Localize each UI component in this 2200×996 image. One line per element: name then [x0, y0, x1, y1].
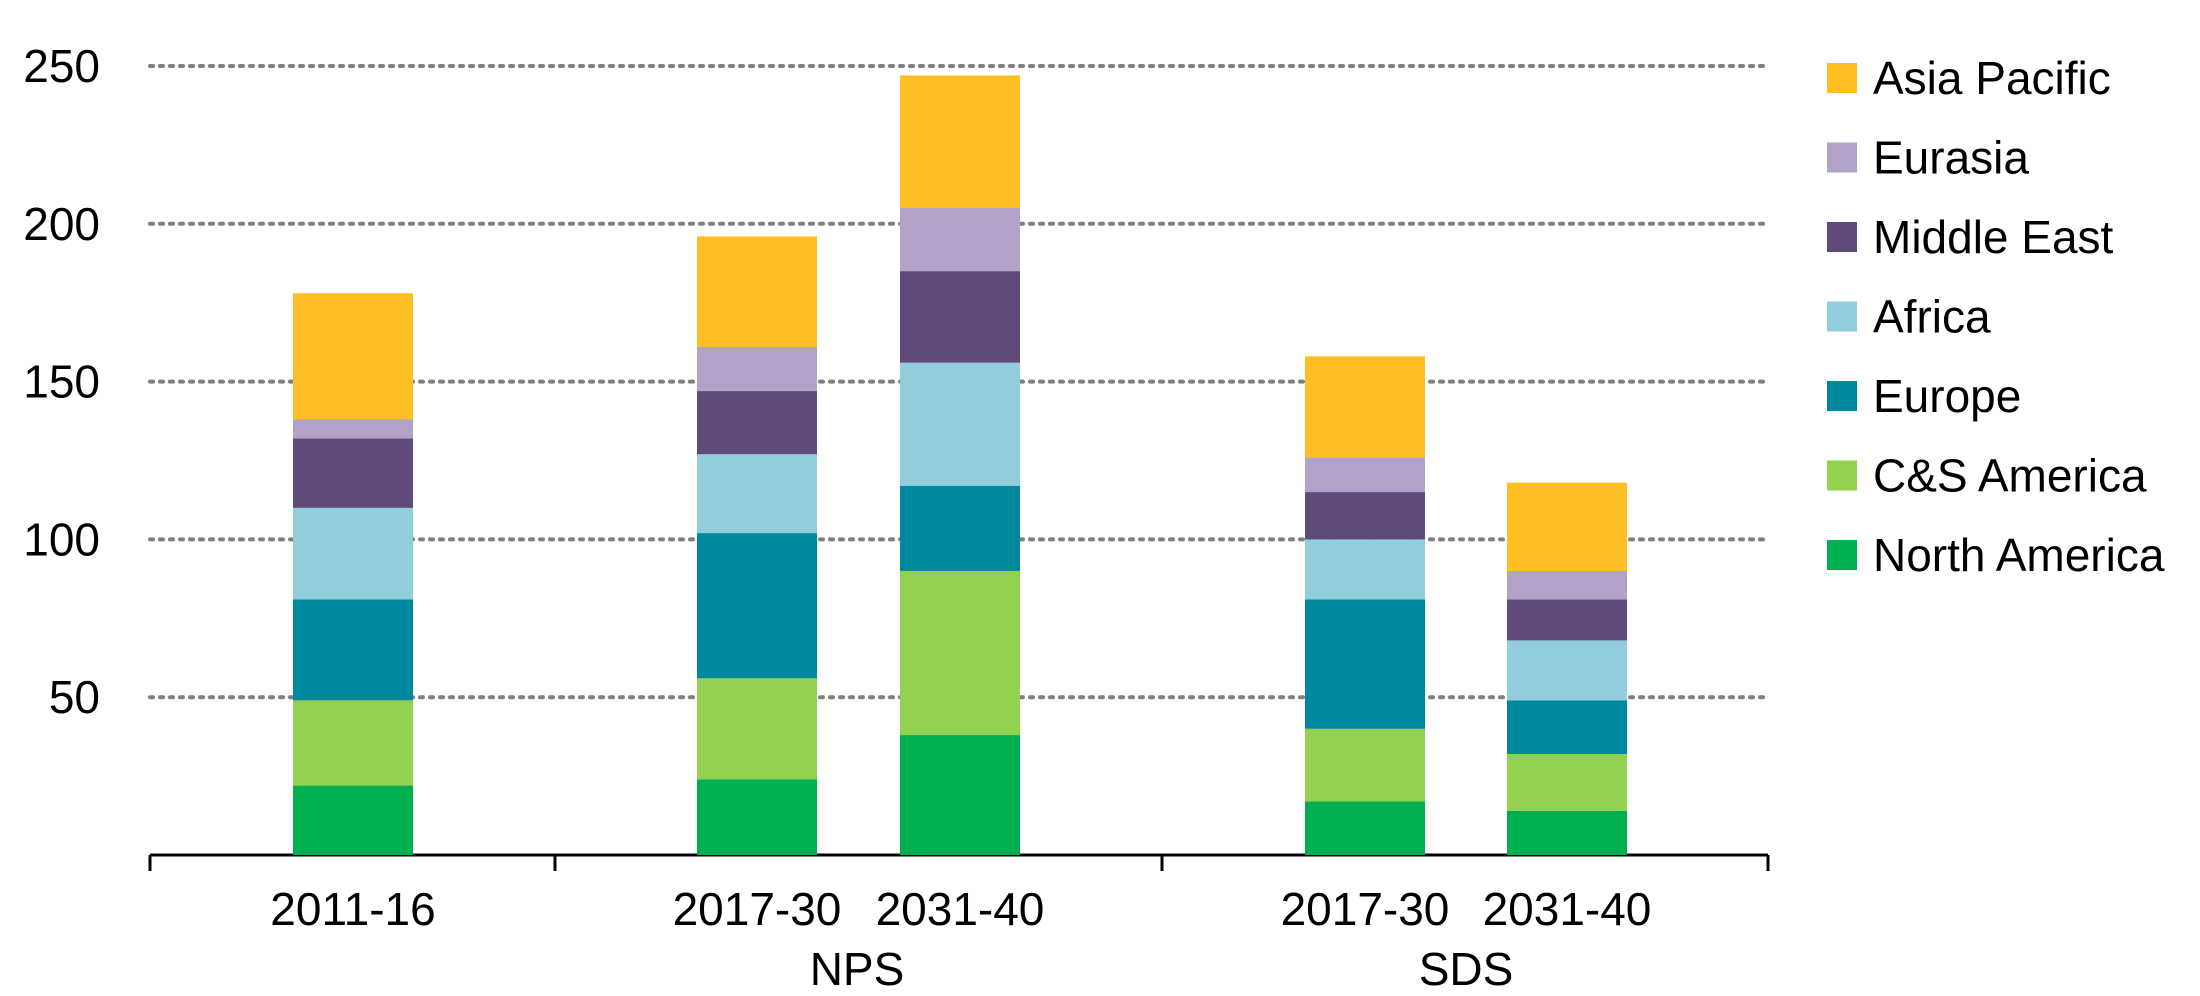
- bar-segment-europe-3: [1305, 599, 1425, 729]
- bars: [293, 75, 1627, 855]
- bar-segment-africa-1: [697, 454, 817, 534]
- bar-segment-north-america-4: [1507, 810, 1627, 855]
- y-tick-label: 150: [23, 356, 100, 408]
- bar-segment-asia-pacific-2: [900, 75, 1020, 209]
- bar-segment-middle-east-0: [293, 438, 413, 508]
- x-axis-labels: 2011-16 2017-30 2031-40 2017-30 2031-40 NPS SD…: [270, 883, 1651, 995]
- bar-segment-north-america-1: [697, 779, 817, 855]
- bar-segment-eurasia-2: [900, 208, 1020, 272]
- legend-label-europe: Europe: [1873, 370, 2021, 422]
- y-axis-tick-labels: 50 100 150 200 250: [23, 40, 100, 723]
- bar-segment-europe-2: [900, 485, 1020, 571]
- legend-swatch-north-america: [1827, 540, 1857, 570]
- legend-label-middle-east: Middle East: [1873, 211, 2114, 263]
- legend-label-north-america: North America: [1873, 529, 2165, 581]
- bar-segment-c-s-america-3: [1305, 728, 1425, 802]
- bar-segment-europe-0: [293, 599, 413, 701]
- bar-segment-africa-4: [1507, 640, 1627, 701]
- bar-segment-north-america-2: [900, 735, 1020, 855]
- bar-segment-africa-3: [1305, 539, 1425, 600]
- legend-swatch-asia-pacific: [1827, 63, 1857, 93]
- x-category-label: 2031-40: [1483, 883, 1652, 935]
- legend-swatch-middle-east: [1827, 222, 1857, 252]
- x-group-label-nps: NPS: [810, 943, 905, 995]
- x-group-label-sds: SDS: [1419, 943, 1514, 995]
- bar-segment-eurasia-3: [1305, 457, 1425, 493]
- bar-segment-africa-2: [900, 362, 1020, 486]
- bar-segment-asia-pacific-3: [1305, 356, 1425, 458]
- legend-label-africa: Africa: [1873, 291, 1991, 343]
- legend-swatch-eurasia: [1827, 142, 1857, 173]
- legend-label-eurasia: Eurasia: [1873, 132, 2029, 184]
- legend-label-c-s-america: C&S America: [1873, 450, 2147, 502]
- bar-segment-eurasia-1: [697, 346, 817, 392]
- bar-segment-europe-1: [697, 533, 817, 679]
- x-category-label: 2031-40: [876, 883, 1045, 935]
- bar-segment-c-s-america-1: [697, 678, 817, 780]
- legend-swatch-c-s-america: [1827, 460, 1857, 491]
- x-category-label: 2017-30: [1281, 883, 1450, 935]
- y-tick-label: 200: [23, 198, 100, 250]
- bar-segment-middle-east-3: [1305, 492, 1425, 540]
- bar-segment-europe-4: [1507, 700, 1627, 755]
- bar-segment-c-s-america-0: [293, 700, 413, 786]
- legend-label-asia-pacific: Asia Pacific: [1873, 52, 2111, 104]
- y-tick-label: 100: [23, 513, 100, 565]
- x-category-label: 2011-16: [270, 883, 435, 935]
- y-tick-label: 250: [23, 40, 100, 92]
- bar-segment-eurasia-0: [293, 419, 413, 439]
- legend: Asia Pacific Eurasia Middle East Africa Euro…: [1827, 52, 2165, 581]
- bar-segment-c-s-america-4: [1507, 754, 1627, 811]
- bar-segment-middle-east-4: [1507, 599, 1627, 641]
- x-category-label: 2017-30: [673, 883, 842, 935]
- bar-segment-africa-0: [293, 507, 413, 600]
- bar-segment-middle-east-2: [900, 271, 1020, 363]
- bar-segment-north-america-0: [293, 785, 413, 855]
- bar-segment-north-america-3: [1305, 801, 1425, 855]
- y-tick-label: 50: [49, 671, 100, 723]
- bar-segment-c-s-america-2: [900, 570, 1020, 736]
- legend-swatch-africa: [1827, 301, 1857, 332]
- legend-swatch-europe: [1827, 381, 1857, 411]
- bar-segment-asia-pacific-1: [697, 236, 817, 347]
- x-axis: [148, 853, 1770, 871]
- bar-segment-middle-east-1: [697, 391, 817, 455]
- bar-segment-asia-pacific-4: [1507, 482, 1627, 571]
- bar-segment-eurasia-4: [1507, 570, 1627, 600]
- bar-segment-asia-pacific-0: [293, 293, 413, 420]
